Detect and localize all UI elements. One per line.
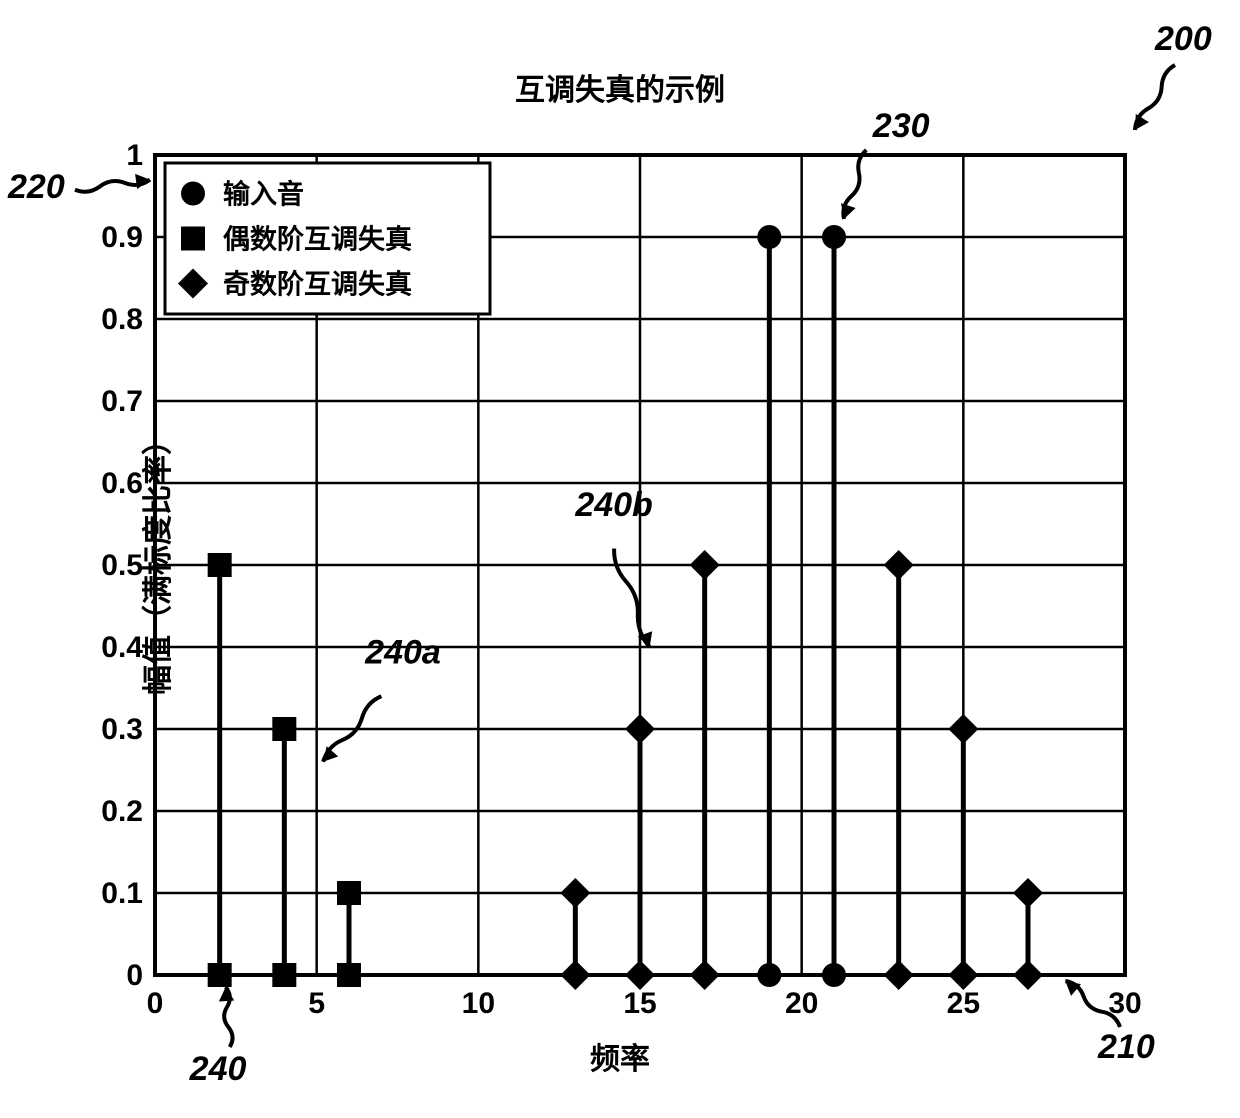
x-tick-label: 15 [623,987,656,1020]
legend-label: 偶数阶互调失真 [223,225,412,255]
y-tick-label: 0.9 [101,221,143,254]
markers [208,225,1043,990]
even-imd-marker [272,717,296,741]
y-tick-label: 0.1 [101,877,143,910]
odd-imd-base-marker [884,960,914,990]
odd-imd-base-marker [560,960,590,990]
input-tone-base-marker [822,963,846,987]
odd-imd-base-marker [690,960,720,990]
odd-imd-marker [884,550,914,580]
even-imd-marker [208,553,232,577]
odd-imd-marker [560,878,590,908]
odd-imd-base-marker [625,960,655,990]
input-tone-marker [757,225,781,249]
chart-svg: 0 0.1 0.2 0.3 0.4 0.5 0.6 0.7 0.8 0.9 1 0 5 10 15 20 25… [0,0,1240,1118]
legend-marker-icon [181,227,205,251]
x-tick-label: 25 [947,987,980,1020]
y-tick-label: 0.6 [101,467,143,500]
even-imd-marker [337,881,361,905]
figure: { "title": "互调失真的示例", "xlabel": "频率", "y… [0,0,1240,1118]
x-tick-label: 5 [308,987,325,1020]
odd-imd-marker [625,714,655,744]
x-tick-label: 20 [785,987,818,1020]
y-tick-label: 0.3 [101,713,143,746]
y-tick-label: 0.8 [101,303,143,336]
odd-imd-base-marker [1013,960,1043,990]
legend-label: 输入音 [223,179,304,210]
annotation-a240: 240 [189,1050,247,1088]
y-tick-label: 0.2 [101,795,143,828]
y-tick-label: 0 [126,959,143,992]
stems [220,237,1028,975]
annotation-arrow-200-head [1135,114,1149,130]
annotation-a240b: 240b [574,486,653,524]
input-tone-base-marker [757,963,781,987]
y-tick-label: 0.4 [101,631,143,664]
even-imd-base-marker [208,963,232,987]
legend-label: 奇数阶互调失真 [223,270,412,300]
x-tick-label: 0 [147,987,164,1020]
annotation-a220: 220 [7,168,65,206]
odd-imd-marker [948,714,978,744]
even-imd-base-marker [337,963,361,987]
y-ticks: 0 0.1 0.2 0.3 0.4 0.5 0.6 0.7 0.8 0.9 1 [101,139,143,992]
annotation-a240a: 240a [364,633,441,671]
odd-imd-marker [690,550,720,580]
annotation-arrow-240b [614,549,650,647]
even-imd-base-marker [272,963,296,987]
annotation-a200: 200 [1154,20,1212,58]
y-tick-label: 0.7 [101,385,143,418]
odd-imd-base-marker [948,960,978,990]
x-ticks: 051015202530 [147,987,1142,1020]
y-tick-label: 0.5 [101,549,143,582]
legend-marker-icon [181,182,205,206]
x-tick-label: 10 [462,987,495,1020]
input-tone-marker [822,225,846,249]
annotation-a210: 210 [1097,1028,1155,1066]
annotation-a230: 230 [872,107,930,145]
annotation-arrow-240-head [219,987,234,1001]
y-tick-label: 1 [126,139,143,172]
legend: 输入音偶数阶互调失真奇数阶互调失真 [165,163,490,314]
odd-imd-marker [1013,878,1043,908]
